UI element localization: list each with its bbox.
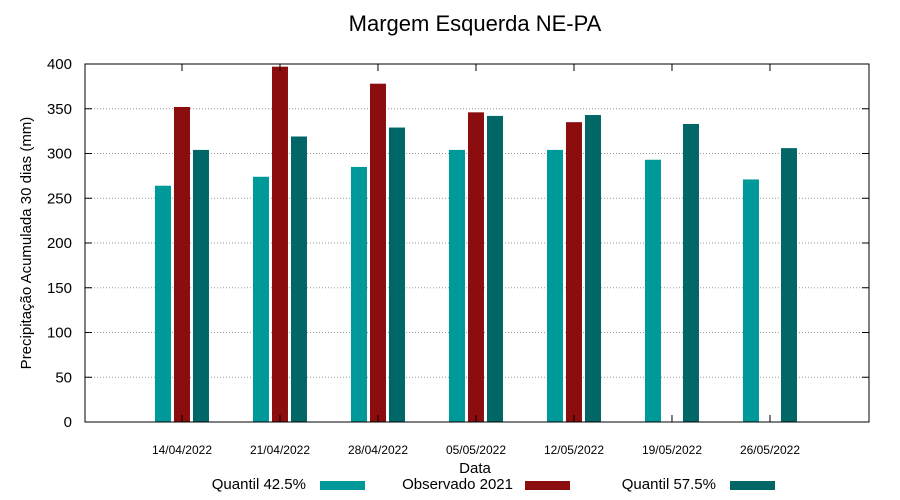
chart-title: Margem Esquerda NE-PA xyxy=(349,11,602,36)
x-tick-label: 12/05/2022 xyxy=(544,443,604,457)
x-tick-label: 14/04/2022 xyxy=(152,443,212,457)
bar xyxy=(546,149,563,423)
legend-label: Quantil 42.5% xyxy=(212,476,306,493)
x-axis-title: Data xyxy=(459,460,491,477)
y-tick-label: 300 xyxy=(47,146,72,163)
bar xyxy=(290,136,307,422)
bar xyxy=(350,166,367,422)
x-tick-label: 05/05/2022 xyxy=(446,443,506,457)
y-tick-label: 150 xyxy=(47,280,72,297)
bar xyxy=(742,179,759,422)
bar xyxy=(369,83,386,422)
y-tick-label: 50 xyxy=(55,369,72,386)
legend-swatch xyxy=(730,481,775,490)
x-axis-ticks: 14/04/2022 21/04/2022 28/04/2022 05/05/2022… xyxy=(152,64,800,457)
x-tick-label: 19/05/2022 xyxy=(642,443,702,457)
y-tick-label: 400 xyxy=(47,56,72,73)
bar xyxy=(154,185,171,422)
bars xyxy=(154,66,797,423)
bar xyxy=(780,148,797,422)
y-tick-label: 250 xyxy=(47,190,72,207)
bar xyxy=(486,115,503,422)
bar xyxy=(271,66,288,422)
y-tick-label: 200 xyxy=(47,235,72,252)
bar xyxy=(252,176,269,422)
bar xyxy=(682,123,699,422)
bar xyxy=(584,115,601,422)
legend-swatch xyxy=(525,481,570,490)
x-tick-label: 28/04/2022 xyxy=(348,443,408,457)
y-tick-label: 0 xyxy=(64,414,72,431)
legend-label: Observado 2021 xyxy=(402,476,513,493)
x-tick-label: 26/05/2022 xyxy=(740,443,800,457)
legend-swatch xyxy=(320,481,365,490)
x-tick-label: 21/04/2022 xyxy=(250,443,310,457)
y-tick-label: 100 xyxy=(47,325,72,342)
bar xyxy=(173,106,190,423)
bar xyxy=(467,112,484,422)
y-axis-ticks: 0 50 100 150 200 250 300 350 400 xyxy=(47,56,869,431)
y-axis-title: Precipitação Acumulada 30 dias (mm) xyxy=(18,117,35,370)
legend-label: Quantil 57.5% xyxy=(622,476,716,493)
bar xyxy=(644,159,661,422)
bar xyxy=(448,149,465,423)
bar xyxy=(565,122,582,423)
bar xyxy=(192,149,209,423)
legend: Quantil 42.5% Observado 2021 Quantil 57.5% xyxy=(212,476,775,493)
y-tick-label: 350 xyxy=(47,101,72,118)
bar xyxy=(388,127,405,423)
